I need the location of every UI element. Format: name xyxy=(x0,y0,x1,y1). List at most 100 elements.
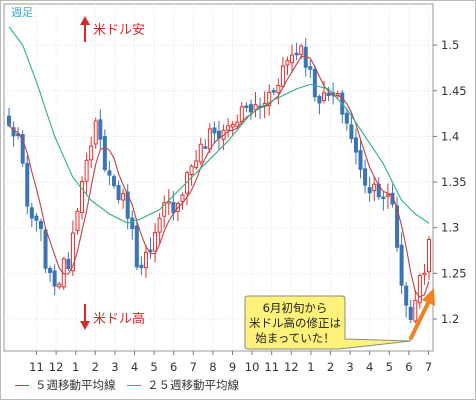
candle-down xyxy=(171,201,176,214)
candle-down xyxy=(11,127,16,137)
candle-down xyxy=(317,95,322,104)
candle-down xyxy=(7,115,11,126)
candle-up xyxy=(230,123,235,128)
candle-down xyxy=(308,66,313,70)
x-tick-label: 5 xyxy=(386,360,393,374)
candle-down xyxy=(116,185,121,200)
x-tick-label: 7 xyxy=(190,360,197,374)
candle-down xyxy=(326,92,331,97)
x-tick-label: 8 xyxy=(209,360,216,374)
x-tick-label: 3 xyxy=(346,360,353,374)
candle-down xyxy=(203,146,208,149)
candle-down xyxy=(102,136,107,171)
callout-bubble xyxy=(244,295,412,350)
candle-up xyxy=(207,128,212,150)
candle-up xyxy=(80,181,85,214)
legend-ma25: ２５週移動平均線 xyxy=(127,376,239,394)
trend-arrow-shaft xyxy=(409,299,431,340)
candle-up xyxy=(84,159,89,182)
candle-up xyxy=(235,121,240,127)
callout-text-line: 始まっていた！ xyxy=(255,331,334,345)
candle-up xyxy=(57,283,62,288)
candle-down xyxy=(125,191,130,219)
candle-up xyxy=(276,84,281,93)
candle-down xyxy=(294,52,299,56)
legend-ma25-label: ２５週移動平均線 xyxy=(147,378,239,392)
candle-up xyxy=(267,91,272,107)
annotation-usd-strong: 米ドル高 xyxy=(93,311,145,327)
candle-down xyxy=(363,168,368,186)
x-tick-label: 9 xyxy=(229,360,236,374)
x-tick-label: 12 xyxy=(49,360,64,374)
candle-up xyxy=(189,165,194,176)
candle-down xyxy=(404,285,409,306)
x-tick-label: 4 xyxy=(131,360,138,374)
annotation-usd-weak: 米ドル安 xyxy=(93,23,145,38)
candle-down xyxy=(358,150,363,170)
callout-text-line: 6月初旬から xyxy=(263,301,328,315)
x-tick-label: 10 xyxy=(245,360,260,374)
candle-up xyxy=(89,145,94,161)
ma5-line xyxy=(8,55,430,298)
x-tick-label: 11 xyxy=(264,360,279,374)
candle-down xyxy=(43,229,48,269)
x-tick-label: 6 xyxy=(170,360,177,374)
candle-down xyxy=(52,270,57,287)
candle-down xyxy=(66,258,71,270)
candle-down xyxy=(130,217,135,229)
legend-ma5-swatch xyxy=(15,384,29,386)
candle-up xyxy=(385,194,390,197)
candle-down xyxy=(244,105,249,108)
x-tick-label: 6 xyxy=(405,360,412,374)
candle-down xyxy=(399,244,404,286)
candle-up xyxy=(422,272,427,276)
candle-up xyxy=(280,65,285,87)
candle-down xyxy=(367,187,372,194)
candle-up xyxy=(239,106,244,123)
candle-down xyxy=(349,124,354,140)
candle-down xyxy=(381,196,386,200)
candle-down xyxy=(353,137,358,153)
candle-down xyxy=(98,119,103,140)
candle-down xyxy=(134,225,139,268)
candle-down xyxy=(48,267,53,274)
x-tick-label: 7 xyxy=(425,360,432,374)
y-tick-label: 1.45 xyxy=(441,84,467,98)
candle-up xyxy=(75,210,80,231)
candle-down xyxy=(25,162,30,207)
candle-up xyxy=(198,143,203,163)
candle-down xyxy=(139,264,144,269)
candle-up xyxy=(162,202,167,217)
candle-down xyxy=(408,306,413,320)
candle-up xyxy=(93,120,98,145)
candle-down xyxy=(344,112,349,124)
plot-area xyxy=(3,3,434,352)
candle-up xyxy=(180,194,185,202)
candle-down xyxy=(38,220,43,230)
timeframe-label: 週足 xyxy=(11,6,33,19)
candle-up xyxy=(413,299,418,322)
candle-up xyxy=(253,104,258,111)
x-tick-label: 2 xyxy=(327,360,334,374)
x-tick-label: 2 xyxy=(92,360,99,374)
candle-up xyxy=(285,60,290,66)
candle-down xyxy=(20,134,25,164)
candle-down xyxy=(29,207,34,219)
candle-up xyxy=(290,54,295,64)
candle-up xyxy=(299,45,304,56)
x-tick-label: 1 xyxy=(72,360,79,374)
candle-up xyxy=(417,275,422,304)
y-tick-label: 1.4 xyxy=(441,129,459,143)
candle-down xyxy=(217,130,221,139)
candle-up xyxy=(226,125,231,131)
callout-text-line: 米ドル高の修正は xyxy=(249,316,341,330)
x-tick-label: 11 xyxy=(29,360,44,374)
y-tick-label: 1.5 xyxy=(441,38,459,52)
candle-up xyxy=(121,193,126,201)
x-tick-label: 1 xyxy=(307,360,314,374)
legend-ma25-swatch xyxy=(127,384,141,386)
candle-down xyxy=(34,215,39,221)
candle-up xyxy=(153,232,158,252)
candle-up xyxy=(70,232,75,272)
